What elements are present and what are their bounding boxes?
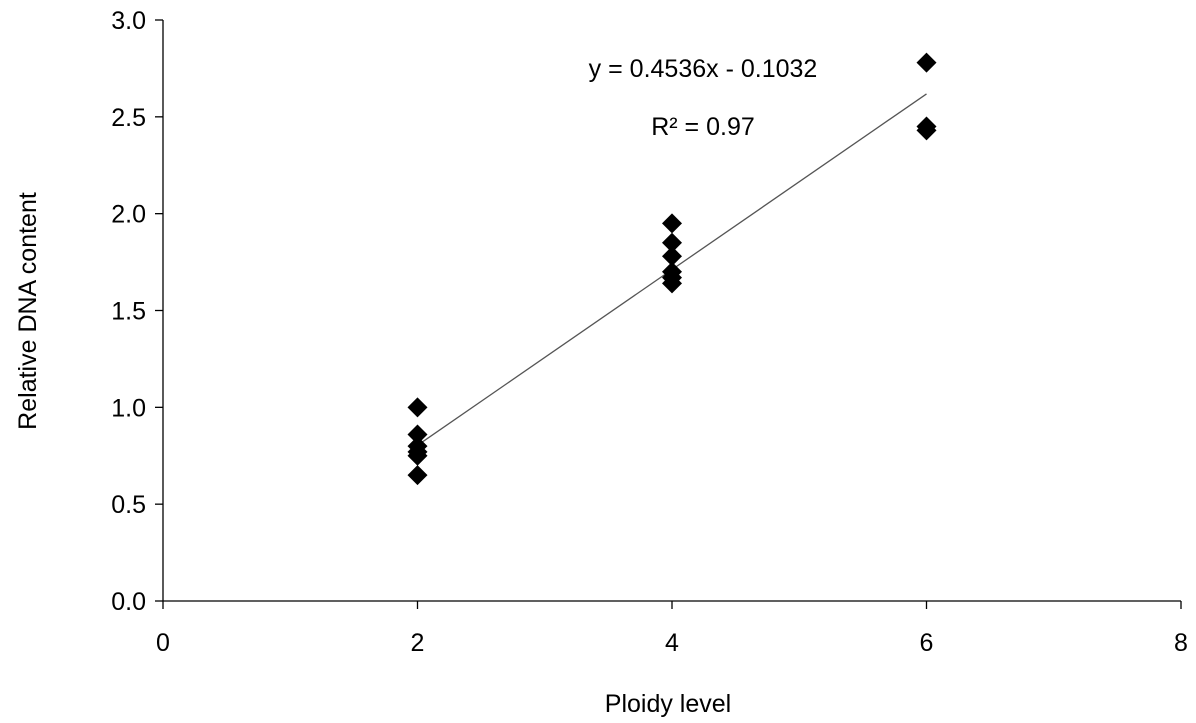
data-point [916, 52, 937, 73]
x-tick-label: 8 [1174, 629, 1188, 657]
x-tick-label: 0 [156, 629, 170, 657]
y-tick-label: 0.0 [111, 588, 146, 616]
axes [162, 20, 1181, 602]
data-point [662, 246, 682, 267]
data-point [407, 397, 428, 418]
data-point [407, 424, 428, 445]
data-point [407, 445, 428, 466]
x-axis-title: Ploidy level [605, 690, 731, 718]
y-tick-label: 2.0 [111, 201, 146, 229]
y-tick-label: 0.5 [111, 491, 146, 519]
data-points [407, 52, 937, 486]
trendline-equation: y = 0.4536x - 0.1032 [589, 55, 818, 83]
data-point [662, 232, 682, 253]
tick-labels: 0.0 0.5 1.0 1.5 2.0 2.5 3.0 0 2 4 6 8 [111, 7, 1188, 657]
y-tick-label: 3.0 [111, 7, 146, 35]
tick-marks [155, 19, 1182, 609]
y-tick-label: 1.0 [111, 394, 146, 422]
x-tick-label: 2 [411, 629, 425, 657]
x-tick-label: 6 [920, 629, 934, 657]
data-point [662, 273, 682, 294]
data-point [407, 465, 428, 486]
data-point [916, 120, 937, 141]
data-point [662, 213, 682, 234]
y-axis-title: Relative DNA content [14, 192, 42, 430]
x-tick-label: 4 [665, 629, 679, 657]
r-squared-label: R² = 0.97 [651, 113, 755, 141]
y-tick-label: 1.5 [111, 298, 146, 326]
y-tick-label: 2.5 [111, 104, 146, 132]
